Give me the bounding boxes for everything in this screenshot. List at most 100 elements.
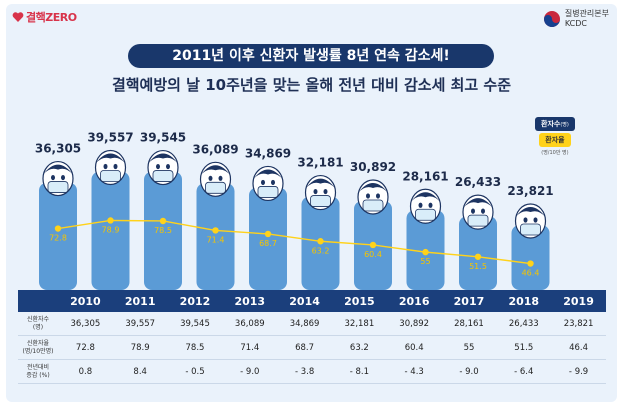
rate-point-2019 bbox=[527, 260, 534, 267]
table-row-patients: 신환자수 (명) 36,305 39,557 39,545 36,089 34,869 3… bbox=[18, 312, 606, 336]
hair-2017 bbox=[410, 192, 441, 203]
year-header-2014: 2014 bbox=[289, 294, 320, 308]
mask-2011 bbox=[100, 170, 121, 182]
rate-point-2013 bbox=[212, 227, 219, 234]
rate-label-2017: 55 bbox=[420, 257, 430, 266]
year-header-2015: 2015 bbox=[344, 294, 375, 308]
rate-label-2012: 78.5 bbox=[154, 226, 172, 235]
patient-figure-2017 bbox=[406, 188, 445, 290]
right-eye-2013 bbox=[218, 175, 223, 181]
cell-rate-2012: 78.5 bbox=[185, 342, 205, 353]
legend: 환자수(명) 환자율 (명/10만 명) bbox=[535, 117, 575, 156]
rate-label-2018: 51.5 bbox=[469, 262, 487, 271]
bar-2013 bbox=[196, 183, 235, 290]
kcdc-name-korean: 질병관리본부 bbox=[564, 9, 609, 18]
mask-2019 bbox=[520, 223, 541, 236]
subtitle: 결핵예방의 날 10주년을 맞는 올해 전년 대비 감소세 최고 수준 bbox=[111, 76, 512, 94]
cell-patients-2012: 39,545 bbox=[180, 318, 210, 329]
patient-figure-2018 bbox=[459, 194, 497, 290]
bar-label-2012: 39,545 bbox=[140, 131, 186, 145]
cell-patients-2019: 23,821 bbox=[563, 318, 594, 329]
right-eye-2010 bbox=[61, 174, 65, 181]
rate-label-2014: 68.7 bbox=[259, 239, 277, 248]
cell-patients-2015: 32,181 bbox=[344, 318, 375, 329]
rate-label-2019: 46.4 bbox=[522, 269, 540, 278]
cell-change-2015: - 8.1 bbox=[349, 366, 370, 377]
cell-patients-2018: 26,433 bbox=[508, 318, 539, 329]
year-header-2016: 2016 bbox=[398, 294, 430, 308]
right-eye-2012 bbox=[166, 163, 170, 170]
right-eye-2015 bbox=[323, 188, 328, 195]
mask-2010 bbox=[47, 181, 69, 193]
cell-change-2013: - 9.0 bbox=[240, 366, 260, 377]
patient-figure-2010 bbox=[39, 160, 77, 290]
left-eye-2010 bbox=[51, 174, 55, 181]
left-eye-2013 bbox=[208, 175, 213, 181]
patient-figure-2011 bbox=[91, 149, 130, 290]
cell-rate-2011: 78.9 bbox=[130, 342, 150, 353]
data-table: 2010 2011 2012 2013 2014 2015 2016 2017 2018 2019… bbox=[18, 290, 606, 384]
legend-rate-label: 환자율 bbox=[545, 136, 565, 144]
mask-2017 bbox=[415, 208, 436, 221]
rate-label-2010: 72.8 bbox=[49, 234, 67, 243]
row-values-change: 0.8 8.4 - 0.5 - 9.0 - 3.8 - 8.1 - 4.3 - 9.0 - 6.… bbox=[58, 360, 606, 383]
row-label-rate-line1: 신환자율 bbox=[26, 339, 50, 347]
patient-figure-2014 bbox=[249, 165, 287, 290]
taegeuk-emblem-icon bbox=[543, 11, 560, 27]
hair-2016 bbox=[358, 182, 388, 193]
cell-change-2012: - 0.5 bbox=[185, 366, 205, 377]
legend-patients-label: 환자수 bbox=[541, 120, 561, 128]
mask-2012 bbox=[152, 170, 174, 182]
cell-rate-2015: 63.2 bbox=[349, 342, 369, 353]
row-label-patients-line1: 신환자수 bbox=[26, 315, 50, 323]
right-eye-2019 bbox=[533, 217, 538, 223]
left-eye-2014 bbox=[261, 179, 265, 186]
left-eye-2019 bbox=[523, 217, 528, 223]
patient-figure-2015 bbox=[301, 174, 340, 290]
bar-label-2016: 30,892 bbox=[350, 160, 396, 174]
left-eye-2012 bbox=[156, 163, 160, 170]
legend-patients: 환자수(명) bbox=[535, 117, 575, 131]
legend-patients-unit: (명) bbox=[560, 122, 569, 128]
cell-change-2018: - 6.4 bbox=[514, 366, 534, 377]
cell-change-2011: 8.4 bbox=[133, 366, 147, 377]
left-eye-2015 bbox=[313, 188, 318, 195]
right-eye-2014 bbox=[271, 179, 275, 186]
rate-point-2012 bbox=[159, 217, 167, 225]
cell-change-2019: - 9.9 bbox=[568, 366, 589, 377]
bar-label-2014: 34,869 bbox=[245, 146, 291, 160]
bar-2010 bbox=[39, 182, 77, 290]
rate-line bbox=[57, 219, 531, 265]
bar-2011 bbox=[91, 171, 130, 290]
cell-patients-2013: 36,089 bbox=[234, 318, 265, 329]
right-eye-2016 bbox=[376, 193, 380, 199]
row-label-rate: 신환자율 (명/10만명) bbox=[18, 336, 58, 359]
year-header-2011: 2011 bbox=[124, 294, 156, 308]
bar-label-2017: 28,161 bbox=[402, 169, 448, 183]
bar-label-2015: 32,181 bbox=[297, 156, 343, 170]
hair-2018 bbox=[463, 198, 493, 209]
bar-label-2013: 36,089 bbox=[192, 142, 238, 156]
left-eye-2011 bbox=[103, 163, 108, 170]
year-header-2018: 2018 bbox=[508, 294, 540, 308]
rate-point-2018 bbox=[474, 253, 482, 260]
row-label-patients: 신환자수 (명) bbox=[18, 312, 58, 335]
cell-change-2010: 0.8 bbox=[78, 366, 93, 377]
rate-point-2010 bbox=[54, 225, 62, 232]
row-label-patients-line2: (명) bbox=[32, 323, 44, 331]
row-label-rate-line2: (명/10만명) bbox=[22, 347, 54, 355]
bar-2018 bbox=[459, 216, 497, 290]
cell-patients-2010: 36,305 bbox=[70, 318, 101, 329]
left-eye-2018 bbox=[471, 208, 475, 214]
hair-2010 bbox=[43, 164, 73, 175]
year-header-row: 2010 2011 2012 2013 2014 2015 2016 2017 2018 2019 bbox=[18, 290, 606, 312]
hair-2014 bbox=[253, 169, 283, 180]
year-header-2013: 2013 bbox=[234, 294, 266, 308]
cell-patients-2014: 34,869 bbox=[289, 318, 320, 329]
bar-label-2010: 36,305 bbox=[35, 142, 81, 156]
hair-2019 bbox=[515, 207, 546, 218]
bar-2014 bbox=[249, 187, 287, 290]
hair-2011 bbox=[95, 153, 126, 164]
hair-2012 bbox=[148, 153, 178, 164]
bar-label-2011: 39,557 bbox=[87, 131, 133, 145]
